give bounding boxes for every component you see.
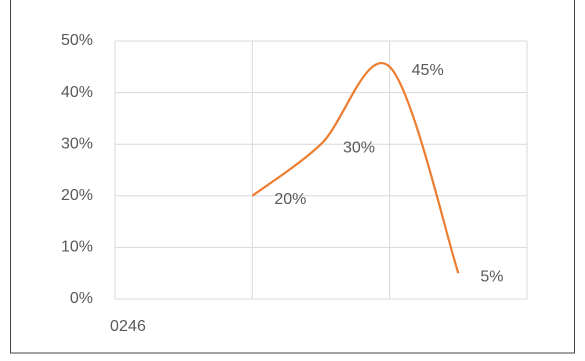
y-tick-label: 20%	[61, 187, 93, 204]
x-tick-label: 2	[119, 318, 128, 335]
chart-frame	[10, 0, 575, 354]
data-label: 45%	[412, 62, 444, 79]
y-tick-label: 0%	[70, 290, 93, 307]
x-tick-label: 4	[128, 318, 137, 335]
x-tick-label: 0	[110, 318, 119, 335]
data-label: 20%	[274, 191, 306, 208]
y-tick-label: 10%	[61, 239, 93, 256]
y-tick-label: 30%	[61, 135, 93, 152]
data-line	[251, 62, 460, 274]
data-label: 30%	[343, 139, 375, 156]
data-label: 5%	[480, 268, 503, 285]
x-tick-label: 6	[137, 318, 146, 335]
y-tick-label: 40%	[61, 84, 93, 101]
y-tick-label: 50%	[61, 32, 93, 49]
